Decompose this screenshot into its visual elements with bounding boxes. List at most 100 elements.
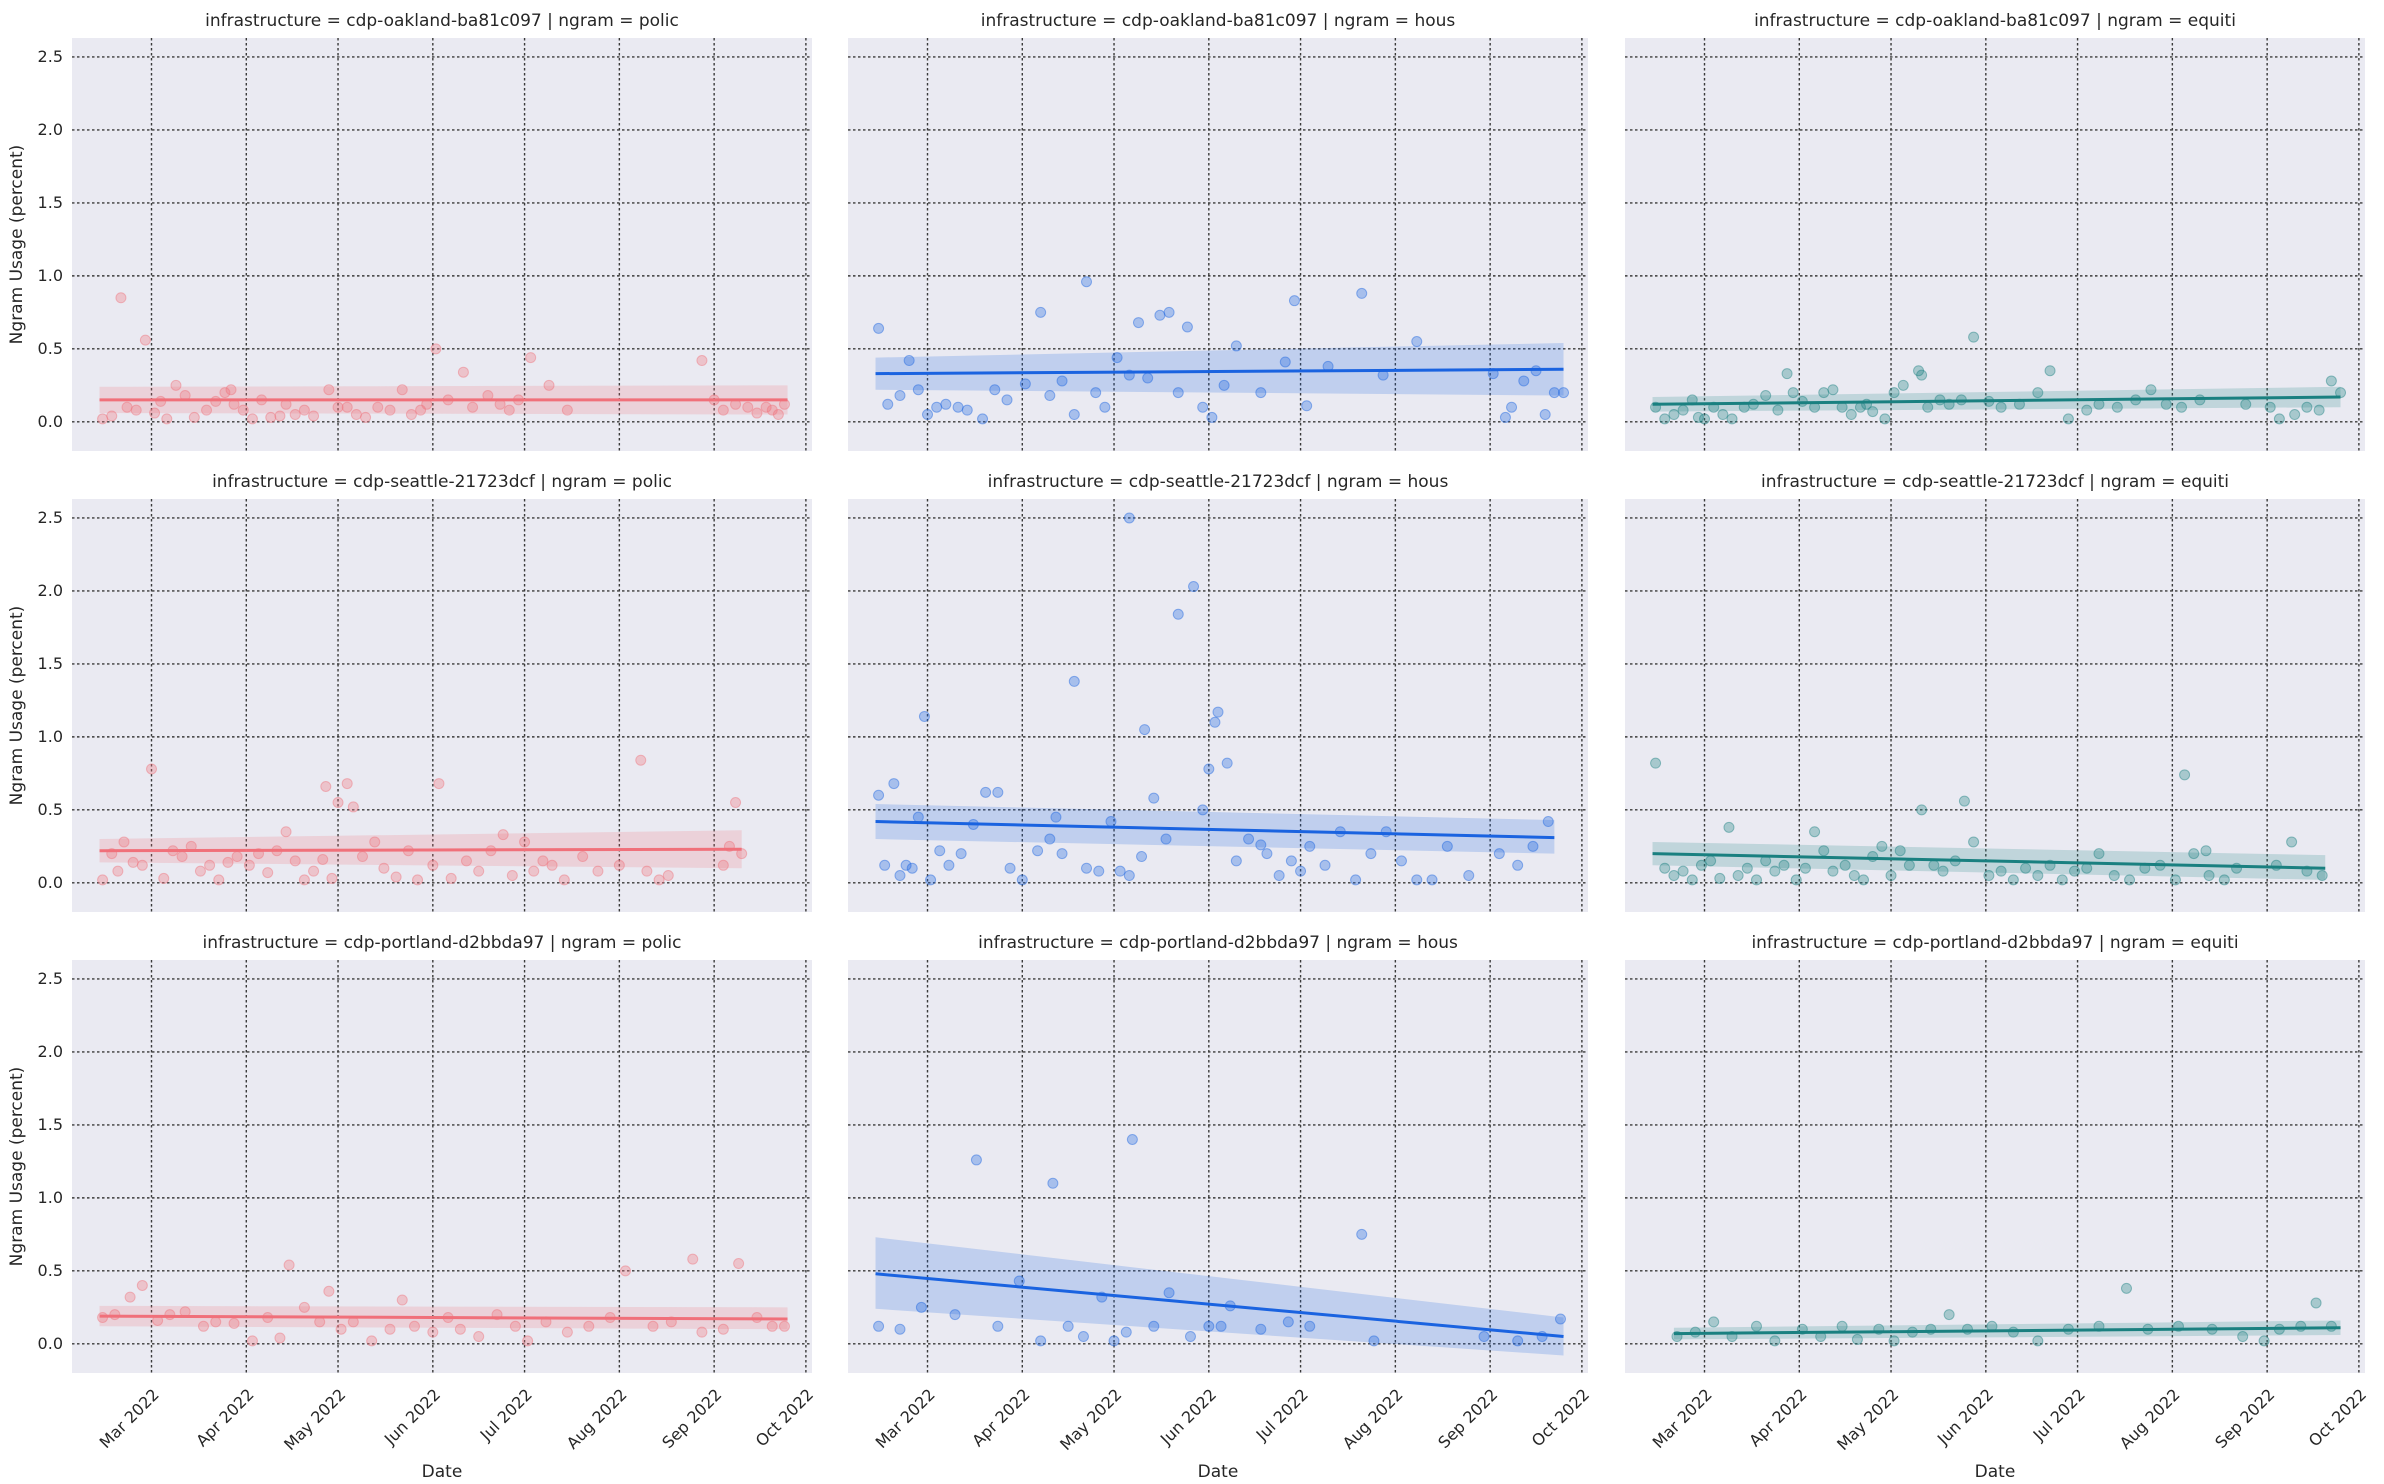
- panel-title: infrastructure = cdp-portland-d2bbda97 |…: [203, 933, 682, 953]
- data-point: [912, 811, 924, 823]
- data-point: [332, 797, 344, 809]
- data-point: [733, 1258, 745, 1270]
- data-point: [1032, 845, 1044, 857]
- data-point: [906, 862, 918, 874]
- data-point: [1554, 1313, 1566, 1325]
- data-point: [1019, 378, 1031, 390]
- data-point: [341, 401, 353, 413]
- data-point: [360, 411, 372, 423]
- panel-background: [72, 960, 812, 1373]
- data-point: [2169, 874, 2181, 886]
- data-point: [1099, 401, 1111, 413]
- data-point: [1659, 862, 1671, 874]
- data-point: [1282, 1316, 1294, 1328]
- data-point: [197, 1320, 209, 1332]
- data-point: [922, 409, 934, 421]
- data-point: [115, 292, 127, 304]
- data-point: [473, 1331, 485, 1343]
- regression-line: [875, 820, 1555, 840]
- data-point: [1867, 406, 1879, 418]
- data-point: [2313, 404, 2325, 416]
- regression-line: [99, 847, 742, 853]
- data-point: [1230, 340, 1242, 352]
- data-point: [934, 845, 946, 857]
- data-point: [1897, 379, 1909, 391]
- data-point: [1827, 384, 1839, 396]
- data-point: [2145, 384, 2157, 396]
- y-tick-label: 2.0: [38, 120, 63, 139]
- data-point: [736, 848, 748, 860]
- data-point: [1879, 413, 1891, 425]
- x-axis-label: Date: [1975, 1462, 2016, 1482]
- data-point: [1163, 306, 1175, 318]
- data-point: [558, 874, 570, 886]
- data-point: [766, 404, 778, 416]
- data-point: [1295, 865, 1307, 877]
- data-point: [1188, 581, 1200, 593]
- data-point: [2007, 874, 2019, 886]
- data-point: [1928, 859, 1940, 871]
- data-point: [473, 865, 485, 877]
- data-point: [1261, 848, 1273, 860]
- x-tick-label: Apr 2022: [968, 1385, 1033, 1450]
- data-point: [1050, 811, 1062, 823]
- data-point: [356, 851, 368, 863]
- data-point: [1126, 1134, 1138, 1146]
- data-point: [1527, 840, 1539, 852]
- data-point: [561, 1326, 573, 1338]
- data-point: [1916, 804, 1928, 816]
- data-point: [366, 1335, 378, 1347]
- data-point: [653, 874, 665, 886]
- x-tick-label: Jun 2022: [1933, 1385, 1997, 1449]
- data-point: [1888, 1335, 1900, 1347]
- data-point: [1044, 833, 1056, 845]
- y-tick-label: 1.5: [38, 654, 63, 673]
- data-point: [1081, 276, 1093, 288]
- data-point: [1478, 1331, 1490, 1343]
- data-point: [1708, 1316, 1720, 1328]
- data-point: [961, 404, 973, 416]
- data-point: [619, 1265, 631, 1277]
- data-point: [170, 379, 182, 391]
- x-tick-label: May 2022: [1056, 1385, 1125, 1454]
- data-point: [1068, 409, 1080, 421]
- data-point: [2056, 874, 2068, 886]
- data-point: [335, 1323, 347, 1335]
- data-point: [894, 390, 906, 402]
- data-point: [1105, 816, 1117, 828]
- data-point: [2120, 1282, 2132, 1294]
- data-point: [1184, 1331, 1196, 1343]
- data-point: [127, 856, 139, 868]
- data-point: [894, 870, 906, 882]
- data-point: [1717, 409, 1729, 421]
- data-point: [460, 855, 472, 867]
- data-point: [1506, 401, 1518, 413]
- data-point: [201, 404, 213, 416]
- y-tick-label: 0.5: [38, 339, 63, 358]
- data-point: [2160, 398, 2172, 410]
- data-point: [246, 413, 258, 425]
- data-point: [592, 865, 604, 877]
- data-point: [1203, 1320, 1215, 1332]
- data-point: [274, 410, 286, 422]
- data-point: [204, 859, 216, 871]
- data-point: [1077, 1331, 1089, 1343]
- data-point: [583, 1320, 595, 1332]
- data-point: [2258, 1335, 2270, 1347]
- data-point: [742, 401, 754, 413]
- data-point: [1699, 413, 1711, 425]
- data-point: [879, 859, 891, 871]
- data-point: [1781, 368, 1793, 380]
- data-point: [97, 874, 109, 886]
- data-point: [246, 1335, 258, 1347]
- data-point: [1004, 862, 1016, 874]
- data-point: [274, 1332, 286, 1344]
- panel-background: [72, 499, 812, 912]
- data-point: [430, 343, 442, 355]
- data-point: [1273, 870, 1285, 882]
- data-point: [323, 1285, 335, 1297]
- data-point: [109, 1309, 121, 1321]
- data-point: [228, 1317, 240, 1329]
- data-point: [1518, 375, 1530, 387]
- data-point: [158, 872, 170, 884]
